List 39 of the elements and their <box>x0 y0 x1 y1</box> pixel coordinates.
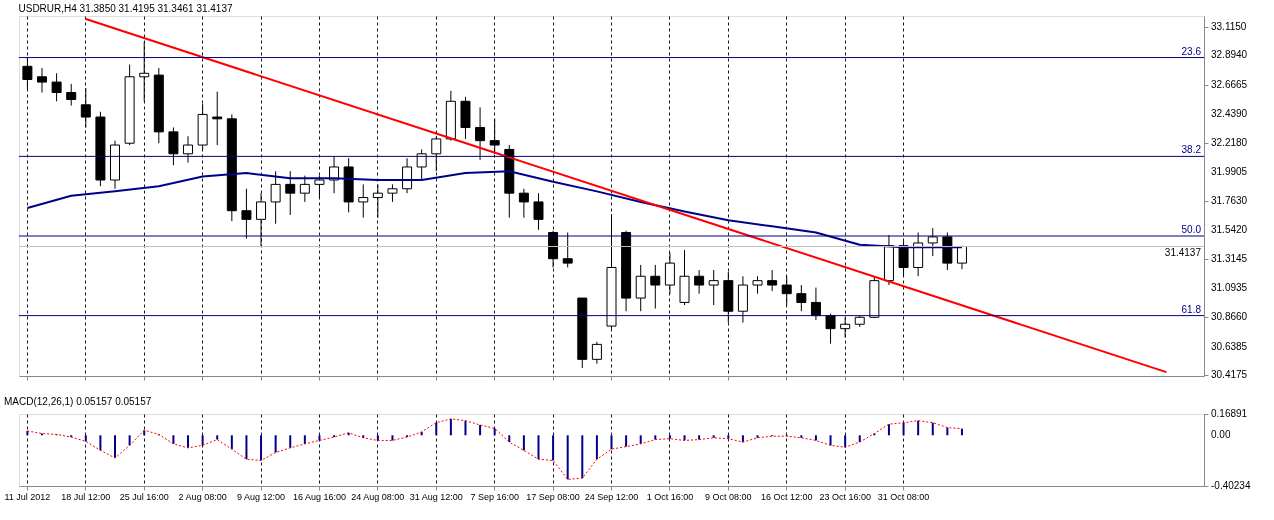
annotation: 23.6 <box>1181 45 1202 57</box>
y-tick-label: 30.6385 <box>1211 340 1248 352</box>
x-tick-label: 18 Jul 12:00 <box>61 491 111 502</box>
annotation: 61.8 <box>1181 303 1202 315</box>
y-tick-label: 31.0935 <box>1211 281 1248 293</box>
y-tick-label: 0.16891 <box>1211 408 1248 419</box>
y-tick-label: 0.00 <box>1211 429 1231 441</box>
y-tick-label: 33.1150 <box>1211 20 1247 32</box>
y-tick-label: 31.7630 <box>1211 195 1248 207</box>
x-tick-label: 2 Aug 08:00 <box>178 491 227 502</box>
annotation: 50.0 <box>1181 224 1202 235</box>
x-tick-label: 1 Oct 16:00 <box>646 491 694 502</box>
y-tick-label: 30.4175 <box>1211 369 1248 381</box>
x-tick-label: 31 Aug 12:00 <box>409 491 463 502</box>
ref-line-label: 31.4137 <box>1164 247 1202 259</box>
y-tick-label: 30.8660 <box>1211 311 1248 323</box>
x-tick-label: 11 Jul 2012 <box>4 491 51 502</box>
y-tick-label: -0.40234 <box>1211 480 1251 491</box>
y-tick-label: 32.2180 <box>1211 136 1248 148</box>
x-tick-label: 25 Jul 16:00 <box>119 491 169 502</box>
y-tick-label: 32.8940 <box>1211 49 1248 61</box>
x-tick-label: 17 Sep 08:00 <box>526 491 580 502</box>
x-tick-label: 9 Oct 08:00 <box>705 491 752 502</box>
y-tick-label: 32.6665 <box>1211 78 1248 90</box>
chart-title: USDRUR,H4 31.3850 31.4195 31.3461 31.4137 <box>18 3 233 14</box>
x-tick-label: 7 Sep 16:00 <box>470 491 519 502</box>
y-tick-label: 31.3145 <box>1211 253 1248 265</box>
x-tick-label: 24 Aug 08:00 <box>351 491 405 502</box>
chart-title: MACD(12,26,1) 0.05157 0.05157 <box>3 396 152 407</box>
y-tick-label: 32.4390 <box>1211 108 1248 120</box>
x-tick-label: 9 Aug 12:00 <box>237 491 286 502</box>
x-tick-label: 24 Sep 12:00 <box>584 491 639 502</box>
y-tick-label: 31.5420 <box>1211 223 1248 235</box>
y-tick-label: 31.9905 <box>1211 166 1248 178</box>
x-tick-label: 31 Oct 08:00 <box>877 491 930 502</box>
x-tick-label: 23 Oct 16:00 <box>819 491 871 502</box>
annotation: 38.2 <box>1181 144 1202 156</box>
x-tick-label: 16 Oct 12:00 <box>760 491 813 502</box>
x-tick-label: 16 Aug 16:00 <box>292 491 346 502</box>
